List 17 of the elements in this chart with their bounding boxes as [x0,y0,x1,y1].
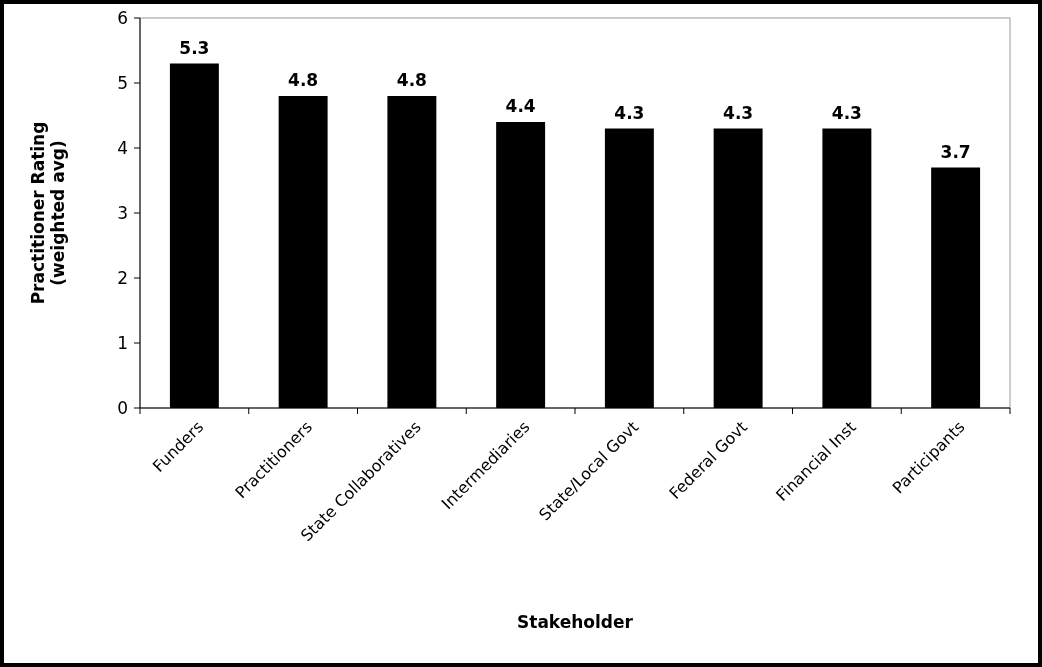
data-label: 4.4 [505,96,536,116]
data-label: 3.7 [940,141,971,162]
x-axis-title: Stakeholder [517,612,634,632]
y-tick-label: 2 [117,267,128,288]
data-label: 4.3 [723,102,754,123]
y-tick-label: 0 [117,397,128,418]
data-label: 4.8 [288,70,319,90]
y-tick-label: 4 [117,137,128,158]
y-tick-label: 3 [117,202,128,223]
y-tick-label: 6 [117,7,128,28]
data-label: 4.8 [396,70,427,90]
data-label: 4.3 [831,102,862,123]
y-axis-title: Practitioner Rating (weighted avg) [27,121,69,305]
y-tick-label: 5 [117,72,128,93]
data-label: 5.3 [179,37,210,58]
y-tick-label: 1 [117,332,128,353]
data-label: 4.3 [614,102,645,123]
